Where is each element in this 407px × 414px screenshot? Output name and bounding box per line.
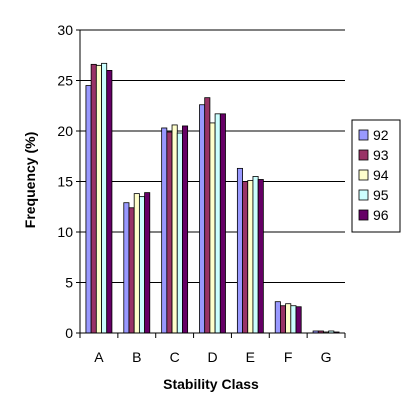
legend-swatch-93 <box>358 149 369 161</box>
legend-swatch-92 <box>358 129 369 141</box>
bar-C-92 <box>161 127 168 334</box>
bar-B-92 <box>123 202 130 334</box>
y-tick-label: 20 <box>57 123 73 139</box>
x-tick-label: B <box>132 349 141 365</box>
bar-E-94 <box>247 180 254 334</box>
bar-D-93 <box>204 97 211 334</box>
bar-B-94 <box>133 193 140 334</box>
legend-label-95: 95 <box>373 187 389 203</box>
bar-F-94 <box>285 303 292 334</box>
bar-D-95 <box>214 113 221 334</box>
bar-C-94 <box>171 124 178 334</box>
bar-E-93 <box>242 181 249 334</box>
bar-D-96 <box>219 113 226 334</box>
bar-A-93 <box>90 63 97 334</box>
bar-D-94 <box>209 122 216 334</box>
bar-F-96 <box>295 306 302 334</box>
y-tick-label: 15 <box>57 174 73 190</box>
legend-label-92: 92 <box>373 127 389 143</box>
bar-D-92 <box>199 104 206 334</box>
axes <box>76 29 346 338</box>
bar-C-93 <box>166 131 173 334</box>
bar-C-95 <box>176 132 183 334</box>
bar-B-95 <box>138 196 145 334</box>
bar-C-96 <box>182 125 189 334</box>
x-tick-label: G <box>321 349 332 365</box>
legend-label-94: 94 <box>373 167 389 183</box>
y-axis-title: Frequency (%) <box>22 132 38 228</box>
legend-label-96: 96 <box>373 207 389 223</box>
x-tick-label: F <box>284 349 293 365</box>
legend-swatch-96 <box>358 209 369 221</box>
legend-label-93: 93 <box>373 147 389 163</box>
bar-B-96 <box>144 192 151 334</box>
y-tick-label: 30 <box>57 22 73 38</box>
x-tick-labels: A B C D E F G <box>94 349 331 365</box>
y-tick-labels: 0 5 10 15 20 25 30 <box>57 22 73 341</box>
x-tick-label: D <box>207 349 217 365</box>
bar-F-93 <box>280 305 287 334</box>
bar-A-95 <box>101 62 108 334</box>
legend-swatch-94 <box>358 169 369 181</box>
y-tick-label: 5 <box>65 275 73 291</box>
bar-E-96 <box>257 179 264 334</box>
bar-F-92 <box>274 301 281 334</box>
legend-swatch-95 <box>358 189 369 201</box>
x-tick-label: A <box>94 349 104 365</box>
x-tick-label: C <box>170 349 180 365</box>
y-tick-label: 25 <box>57 73 73 89</box>
legend: 92 93 94 95 96 <box>351 119 401 233</box>
bars <box>85 62 340 334</box>
bar-B-93 <box>128 207 135 334</box>
bar-E-95 <box>252 176 259 334</box>
bar-E-92 <box>236 167 243 334</box>
x-tick-label: E <box>246 349 255 365</box>
y-tick-label: 0 <box>65 325 73 341</box>
bar-A-94 <box>95 64 102 334</box>
bar-A-92 <box>85 85 92 334</box>
bar-A-96 <box>106 70 113 334</box>
x-axis-title: Stability Class <box>163 376 259 392</box>
y-tick-label: 10 <box>57 224 73 240</box>
bar-F-95 <box>290 305 297 334</box>
